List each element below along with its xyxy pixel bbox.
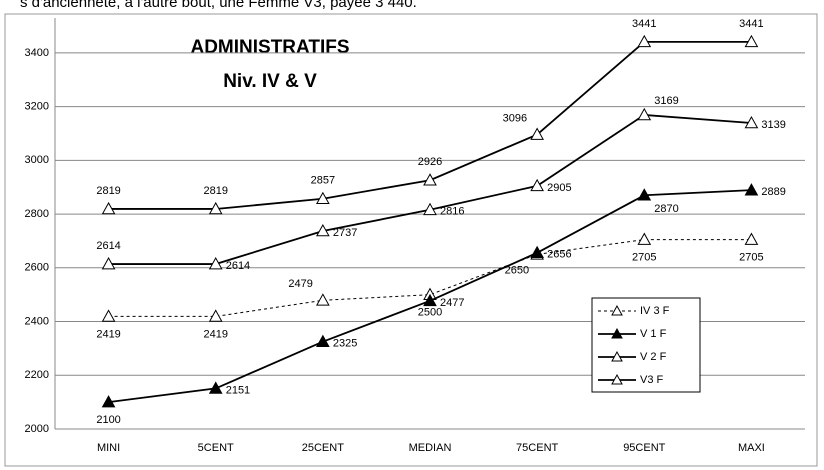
data-label: 2650 <box>505 264 529 276</box>
point-marker <box>316 293 330 306</box>
data-label: 2737 <box>333 227 357 239</box>
legend-label: V 1 F <box>640 328 667 340</box>
data-label: 2705 <box>632 251 656 263</box>
legend-label: V 2 F <box>640 351 667 363</box>
data-label: 2614 <box>96 240 120 252</box>
data-label: 2477 <box>440 297 464 309</box>
legend-label: V3 F <box>640 374 664 386</box>
legend-marker <box>611 350 623 362</box>
x-tick-label: MEDIAN <box>409 442 452 454</box>
x-tick-label: 75CENT <box>516 442 558 454</box>
legend-marker <box>611 327 623 339</box>
data-label: 2819 <box>96 185 120 197</box>
chart-subtitle: Niv. IV & V <box>223 71 317 92</box>
point-marker <box>637 188 652 201</box>
point-marker <box>101 257 116 270</box>
point-marker <box>101 395 116 408</box>
data-label: 3169 <box>654 95 678 107</box>
point-marker <box>423 202 437 216</box>
point-marker <box>423 173 437 186</box>
x-tick-label: 5CENT <box>198 442 234 454</box>
data-label: 2889 <box>761 186 785 198</box>
data-label: 2419 <box>96 328 120 340</box>
header-text: s d'ancienneté, à l'autre bout, une Femm… <box>20 0 417 11</box>
point-marker <box>101 201 116 215</box>
y-tick-label: 3000 <box>25 154 49 166</box>
x-tick-label: 25CENT <box>302 442 344 454</box>
y-tick-label: 3400 <box>25 47 49 59</box>
point-marker <box>101 309 116 322</box>
y-tick-label: 2400 <box>25 315 49 327</box>
data-label: 2870 <box>654 203 678 215</box>
chart-title: ADMINISTRATIFS <box>190 37 349 58</box>
y-tick-label: 2200 <box>25 369 49 381</box>
data-label: 2819 <box>203 185 227 197</box>
point-marker <box>530 245 544 259</box>
point-marker <box>208 201 223 215</box>
data-label: 2816 <box>440 206 464 218</box>
point-marker <box>316 191 330 205</box>
point-marker <box>744 115 759 129</box>
point-marker <box>637 107 652 121</box>
point-marker <box>530 127 544 140</box>
x-tick-label: 95CENT <box>623 442 665 454</box>
data-label: 3139 <box>761 119 785 131</box>
y-tick-label: 2800 <box>25 208 49 220</box>
point-marker <box>316 223 330 237</box>
legend-box <box>591 297 701 393</box>
y-tick-label: 3200 <box>25 101 49 113</box>
data-label: 3441 <box>632 18 656 30</box>
data-label: 2926 <box>418 156 442 168</box>
point-marker <box>744 232 759 245</box>
data-label: 2151 <box>226 384 250 396</box>
legend-label: IV 3 F <box>640 305 670 317</box>
x-tick-label: MAXI <box>738 442 765 454</box>
legend-marker <box>611 373 623 385</box>
x-tick-label: MINI <box>97 442 120 454</box>
data-label: 2100 <box>96 414 120 426</box>
data-label: 2857 <box>311 175 335 187</box>
point-marker <box>208 257 223 270</box>
point-marker <box>637 34 652 48</box>
y-tick-label: 2600 <box>25 262 49 274</box>
point-marker <box>208 381 223 394</box>
chart-frame <box>4 13 818 467</box>
point-marker <box>316 334 330 347</box>
legend-marker <box>611 304 623 316</box>
data-label: 2656 <box>547 249 571 261</box>
data-label: 3441 <box>739 18 763 30</box>
data-label: 2500 <box>418 307 442 319</box>
point-marker <box>208 309 223 322</box>
data-label: 2614 <box>226 260 250 272</box>
data-label: 2705 <box>739 251 763 263</box>
data-label: 3096 <box>503 112 527 124</box>
data-label: 2479 <box>288 278 312 290</box>
data-label: 2325 <box>333 338 357 350</box>
data-label: 2419 <box>203 328 227 340</box>
point-marker <box>530 178 544 192</box>
point-marker <box>744 183 759 196</box>
y-tick-label: 2000 <box>25 423 49 435</box>
point-marker <box>744 34 759 48</box>
data-label: 2905 <box>547 182 571 194</box>
point-marker <box>637 232 652 245</box>
point-marker <box>423 293 437 307</box>
